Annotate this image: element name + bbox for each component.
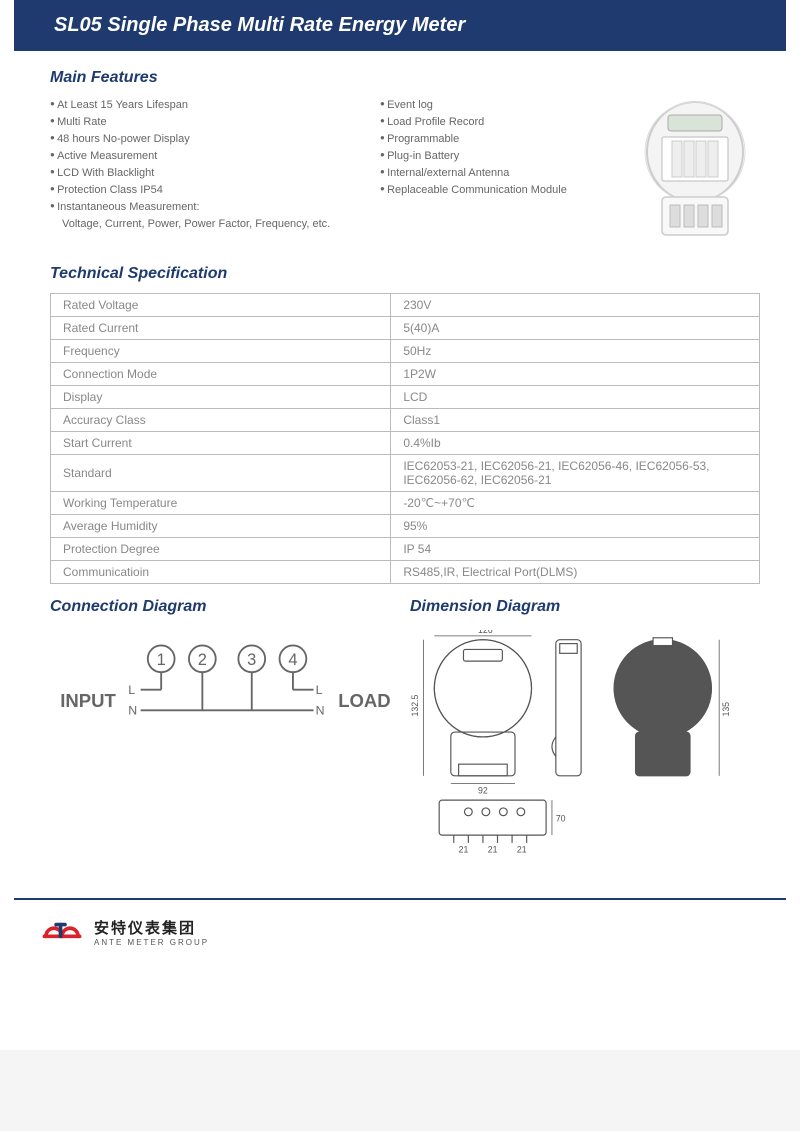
feature-item: Replaceable Communication Module — [380, 182, 610, 199]
svg-text:135: 135 — [721, 702, 731, 717]
svg-text:L: L — [128, 683, 135, 697]
feature-item: 48 hours No-power Display — [50, 131, 360, 148]
spec-value: RS485,IR, Electrical Port(DLMS) — [391, 561, 760, 584]
spec-value: LCD — [391, 386, 760, 409]
feature-item: Multi Rate — [50, 114, 360, 131]
svg-text:21: 21 — [459, 845, 469, 855]
spec-value: 230V — [391, 294, 760, 317]
feature-item: At Least 15 Years Lifespan — [50, 97, 360, 114]
dimension-heading: Dimension Diagram — [410, 598, 760, 616]
table-row: Rated Current5(40)A — [51, 317, 760, 340]
logo-icon — [40, 914, 84, 949]
spec-key: Frequency — [51, 340, 391, 363]
spec-value: -20℃~+70℃ — [391, 492, 760, 515]
footer-text: 安特仪表集团 ANTE METER GROUP — [94, 917, 209, 947]
table-row: Start Current0.4%Ib — [51, 432, 760, 455]
features-col-1: At Least 15 Years LifespanMulti Rate48 h… — [50, 97, 360, 247]
svg-text:21: 21 — [488, 845, 498, 855]
features-col-2: Event logLoad Profile RecordProgrammable… — [380, 97, 610, 247]
spec-key: Protection Degree — [51, 538, 391, 561]
spec-table: Rated Voltage230VRated Current5(40)AFreq… — [50, 293, 760, 584]
page-title-bar: SL05 Single Phase Multi Rate Energy Mete… — [14, 0, 786, 51]
page-title: SL05 Single Phase Multi Rate Energy Mete… — [54, 14, 465, 36]
connection-diagram-section: Connection Diagram INPUT LOAD L N L N — [50, 598, 400, 868]
svg-text:N: N — [128, 703, 137, 717]
spec-heading: Technical Specification — [50, 265, 760, 283]
svg-text:126: 126 — [478, 630, 493, 635]
spec-key: Average Humidity — [51, 515, 391, 538]
feature-item: Event log — [380, 97, 610, 114]
spec-value: 5(40)A — [391, 317, 760, 340]
spec-key: Rated Voltage — [51, 294, 391, 317]
table-row: Protection DegreeIP 54 — [51, 538, 760, 561]
svg-text:L: L — [316, 683, 323, 697]
spec-key: Accuracy Class — [51, 409, 391, 432]
svg-text:INPUT: INPUT — [60, 690, 116, 711]
features-heading: Main Features — [50, 69, 760, 87]
svg-text:1: 1 — [157, 651, 166, 669]
feature-item: Instantaneous Measurement: — [50, 199, 360, 216]
feature-item-sub: Voltage, Current, Power, Power Factor, F… — [50, 216, 360, 233]
spec-key: Communicatioin — [51, 561, 391, 584]
table-row: CommunicatioinRS485,IR, Electrical Port(… — [51, 561, 760, 584]
spec-value: 0.4%Ib — [391, 432, 760, 455]
svg-text:21: 21 — [517, 845, 527, 855]
table-row: Frequency50Hz — [51, 340, 760, 363]
spec-key: Connection Mode — [51, 363, 391, 386]
svg-text:2: 2 — [198, 651, 207, 669]
features-row: At Least 15 Years LifespanMulti Rate48 h… — [50, 97, 760, 247]
svg-text:70: 70 — [556, 814, 566, 824]
table-row: Connection Mode1P2W — [51, 363, 760, 386]
table-row: Working Temperature-20℃~+70℃ — [51, 492, 760, 515]
feature-item: Protection Class IP54 — [50, 182, 360, 199]
spec-key: Working Temperature — [51, 492, 391, 515]
feature-item: Programmable — [380, 131, 610, 148]
spec-value: IP 54 — [391, 538, 760, 561]
dimension-diagram: 126 132.5 92 — [410, 630, 760, 863]
table-row: StandardIEC62053-21, IEC62056-21, IEC620… — [51, 455, 760, 492]
spec-key: Standard — [51, 455, 391, 492]
dimension-diagram-section: Dimension Diagram 126 — [410, 598, 760, 868]
connection-diagram: INPUT LOAD L N L N — [50, 630, 400, 784]
svg-text:92: 92 — [478, 785, 488, 795]
svg-text:N: N — [316, 703, 325, 717]
feature-item: Plug-in Battery — [380, 148, 610, 165]
spec-key: Rated Current — [51, 317, 391, 340]
feature-item: Active Measurement — [50, 148, 360, 165]
svg-text:132.5: 132.5 — [410, 695, 420, 717]
footer-en: ANTE METER GROUP — [94, 938, 209, 947]
connection-heading: Connection Diagram — [50, 598, 400, 616]
spec-value: 50Hz — [391, 340, 760, 363]
svg-text:3: 3 — [247, 651, 256, 669]
spec-key: Start Current — [51, 432, 391, 455]
svg-text:4: 4 — [288, 651, 297, 669]
spec-value: IEC62053-21, IEC62056-21, IEC62056-46, I… — [391, 455, 760, 492]
product-image — [630, 97, 760, 247]
spec-value: 95% — [391, 515, 760, 538]
table-row: DisplayLCD — [51, 386, 760, 409]
table-row: Accuracy ClassClass1 — [51, 409, 760, 432]
svg-text:LOAD: LOAD — [338, 690, 390, 711]
feature-item: Load Profile Record — [380, 114, 610, 131]
feature-item: LCD With Blacklight — [50, 165, 360, 182]
spec-value: 1P2W — [391, 363, 760, 386]
spec-key: Display — [51, 386, 391, 409]
table-row: Average Humidity95% — [51, 515, 760, 538]
footer: 安特仪表集团 ANTE METER GROUP — [0, 900, 800, 963]
footer-cn: 安特仪表集团 — [94, 917, 209, 938]
feature-item: Internal/external Antenna — [380, 165, 610, 182]
spec-value: Class1 — [391, 409, 760, 432]
table-row: Rated Voltage230V — [51, 294, 760, 317]
